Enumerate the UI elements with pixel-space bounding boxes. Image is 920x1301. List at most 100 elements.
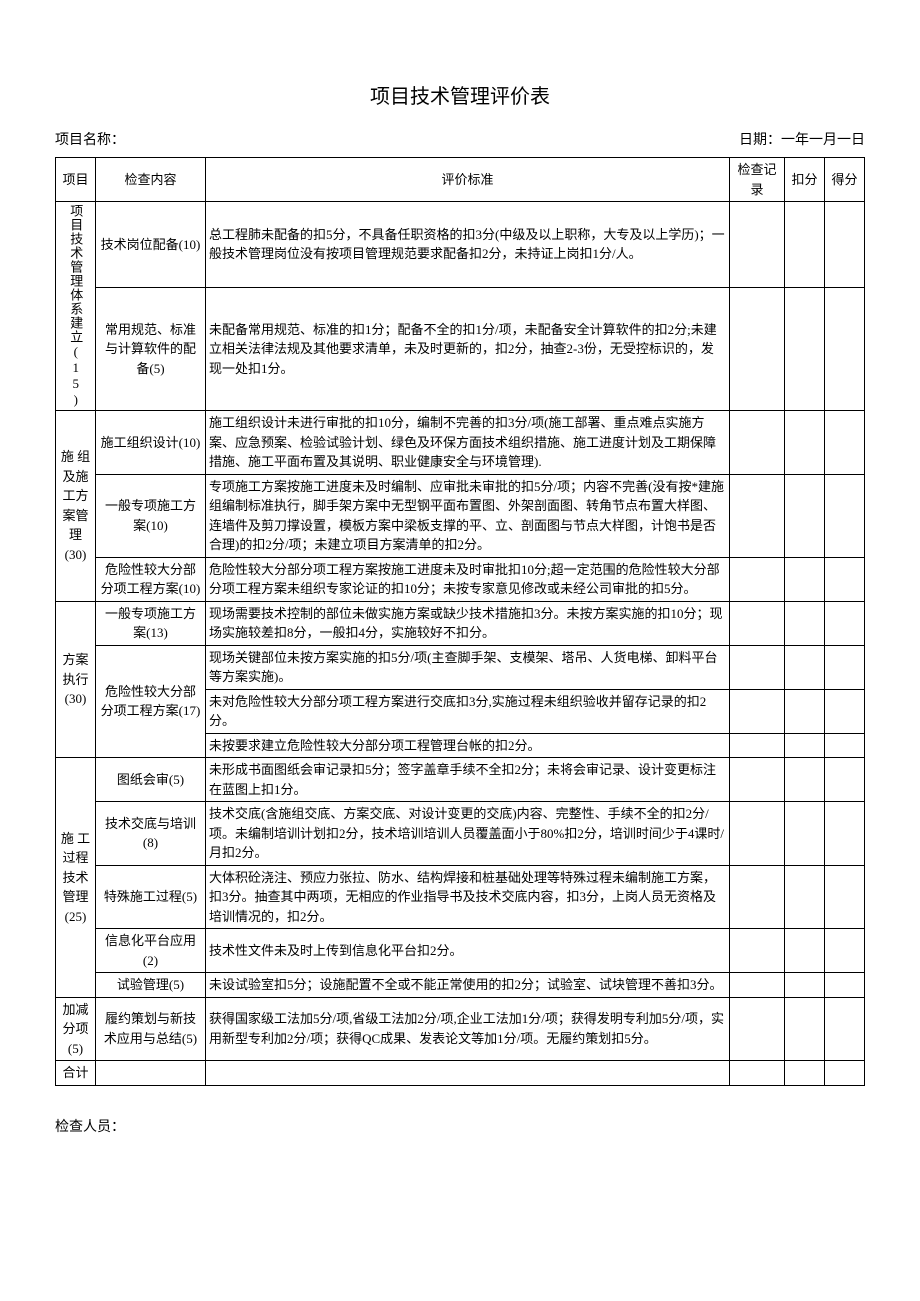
section-project: 方案执行(30) [56, 601, 96, 758]
row-standard: 未设试验室扣5分；设施配置不全或不能正常使用的扣2分；试验室、试块管理不善扣3分… [206, 973, 730, 998]
row-deduct [785, 997, 825, 1061]
table-row: 危险性较大分部分项工程方案(10) 危险性较大分部分项工程方案按施工进度未及时审… [56, 557, 865, 601]
table-row: 施 工过程技术管理(25) 图纸会审(5) 未形成书面图纸会审记录扣5分；签字盖… [56, 758, 865, 802]
row-deduct [785, 689, 825, 733]
row-standard: 施工组织设计未进行审批的扣10分，编制不完善的扣3分/项(施工部署、重点难点实施… [206, 411, 730, 475]
row-score [825, 973, 865, 998]
evaluation-table: 项目 检查内容 评价标准 检查记录 扣分 得分 项目技术管理体系建立(15) 技… [55, 157, 865, 1086]
row-content: 信息化平台应用(2) [96, 929, 206, 973]
section-project: 加减分项(5) [56, 997, 96, 1061]
row-record [730, 758, 785, 802]
row-deduct [785, 645, 825, 689]
row-standard: 未按要求建立危险性较大分部分项工程管理台帐的扣2分。 [206, 733, 730, 758]
table-header-row: 项目 检查内容 评价标准 检查记录 扣分 得分 [56, 158, 865, 202]
row-content: 特殊施工过程(5) [96, 865, 206, 929]
row-standard: 获得国家级工法加5分/项,省级工法加2分/项,企业工法加1分/项；获得发明专利加… [206, 997, 730, 1061]
row-content: 试验管理(5) [96, 973, 206, 998]
row-standard: 危险性较大分部分项工程方案按施工进度未及时审批扣10分;超一定范围的危险性较大分… [206, 557, 730, 601]
row-deduct [785, 601, 825, 645]
row-score [825, 733, 865, 758]
row-content: 一般专项施工方案(13) [96, 601, 206, 645]
row-record [730, 802, 785, 866]
row-score [825, 929, 865, 973]
row-content: 履约策划与新技术应用与总结(5) [96, 997, 206, 1061]
row-record [730, 202, 785, 288]
row-deduct [785, 733, 825, 758]
row-record [730, 474, 785, 557]
row-content: 技术岗位配备(10) [96, 202, 206, 288]
row-record [730, 689, 785, 733]
row-record [730, 865, 785, 929]
col-content: 检查内容 [96, 158, 206, 202]
total-row: 合计 [56, 1061, 865, 1086]
row-standard: 技术交底(含施组交底、方案交底、对设计变更的交底)内容、完整性、手续不全的扣2分… [206, 802, 730, 866]
row-score [825, 865, 865, 929]
table-row: 项目技术管理体系建立(15) 技术岗位配备(10) 总工程肺未配备的扣5分，不具… [56, 202, 865, 288]
row-deduct [785, 973, 825, 998]
header-row: 项目名称： 日期：一年一月一日 [55, 129, 865, 149]
row-content: 图纸会审(5) [96, 758, 206, 802]
row-score [825, 802, 865, 866]
row-content: 常用规范、标准与计算软件的配备(5) [96, 287, 206, 410]
row-record [730, 929, 785, 973]
col-record: 检查记录 [730, 158, 785, 202]
table-row: 施 组及施工方案管理(30) 施工组织设计(10) 施工组织设计未进行审批的扣1… [56, 411, 865, 475]
row-score [825, 997, 865, 1061]
row-standard: 未配备常用规范、标准的扣1分；配备不全的扣1分/项，未配备安全计算软件的扣2分;… [206, 287, 730, 410]
inspector-label: 检查人员： [55, 1116, 865, 1136]
row-record [730, 997, 785, 1061]
row-record [730, 733, 785, 758]
row-standard: 技术性文件未及时上传到信息化平台扣2分。 [206, 929, 730, 973]
table-row: 技术交底与培训(8) 技术交底(含施组交底、方案交底、对设计变更的交底)内容、完… [56, 802, 865, 866]
row-record [730, 645, 785, 689]
row-deduct [785, 557, 825, 601]
row-standard: 未对危险性较大分部分项工程方案进行交底扣3分,实施过程未组织验收并留存记录的扣2… [206, 689, 730, 733]
total-deduct [785, 1061, 825, 1086]
row-standard: 总工程肺未配备的扣5分，不具备任职资格的扣3分(中级及以上职称，大专及以上学历)… [206, 202, 730, 288]
row-score [825, 758, 865, 802]
row-deduct [785, 929, 825, 973]
total-score [825, 1061, 865, 1086]
row-score [825, 474, 865, 557]
row-standard: 未形成书面图纸会审记录扣5分；签字盖章手续不全扣2分；未将会审记录、设计变更标注… [206, 758, 730, 802]
total-standard [206, 1061, 730, 1086]
table-row: 危险性较大分部分项工程方案(17) 现场关键部位未按方案实施的扣5分/项(主查脚… [56, 645, 865, 689]
row-score [825, 411, 865, 475]
row-content: 危险性较大分部分项工程方案(10) [96, 557, 206, 601]
row-content: 技术交底与培训(8) [96, 802, 206, 866]
total-label: 合计 [56, 1061, 96, 1086]
row-deduct [785, 287, 825, 410]
row-deduct [785, 474, 825, 557]
row-deduct [785, 802, 825, 866]
table-row: 一般专项施工方案(10) 专项施工方案按施工进度未及时编制、应审批未审批的扣5分… [56, 474, 865, 557]
table-row: 加减分项(5) 履约策划与新技术应用与总结(5) 获得国家级工法加5分/项,省级… [56, 997, 865, 1061]
row-standard: 大体积砼浇注、预应力张拉、防水、结构焊接和桩基础处理等特殊过程未编制施工方案，扣… [206, 865, 730, 929]
row-record [730, 287, 785, 410]
row-standard: 现场关键部位未按方案实施的扣5分/项(主查脚手架、支模架、塔吊、人货电梯、卸料平… [206, 645, 730, 689]
total-record [730, 1061, 785, 1086]
row-content: 危险性较大分部分项工程方案(17) [96, 645, 206, 758]
col-score: 得分 [825, 158, 865, 202]
row-deduct [785, 758, 825, 802]
row-score [825, 645, 865, 689]
table-row: 常用规范、标准与计算软件的配备(5) 未配备常用规范、标准的扣1分；配备不全的扣… [56, 287, 865, 410]
col-project: 项目 [56, 158, 96, 202]
project-name-label: 项目名称： [55, 129, 125, 149]
row-content: 施工组织设计(10) [96, 411, 206, 475]
row-deduct [785, 865, 825, 929]
row-record [730, 411, 785, 475]
col-standard: 评价标准 [206, 158, 730, 202]
row-score [825, 202, 865, 288]
table-row: 试验管理(5) 未设试验室扣5分；设施配置不全或不能正常使用的扣2分；试验室、试… [56, 973, 865, 998]
row-standard: 现场需要技术控制的部位未做实施方案或缺少技术措施扣3分。未按方案实施的扣10分；… [206, 601, 730, 645]
total-content [96, 1061, 206, 1086]
row-score [825, 601, 865, 645]
row-score [825, 557, 865, 601]
row-content: 一般专项施工方案(10) [96, 474, 206, 557]
row-record [730, 557, 785, 601]
row-score [825, 287, 865, 410]
row-deduct [785, 411, 825, 475]
table-row: 特殊施工过程(5) 大体积砼浇注、预应力张拉、防水、结构焊接和桩基础处理等特殊过… [56, 865, 865, 929]
row-deduct [785, 202, 825, 288]
table-row: 方案执行(30) 一般专项施工方案(13) 现场需要技术控制的部位未做实施方案或… [56, 601, 865, 645]
